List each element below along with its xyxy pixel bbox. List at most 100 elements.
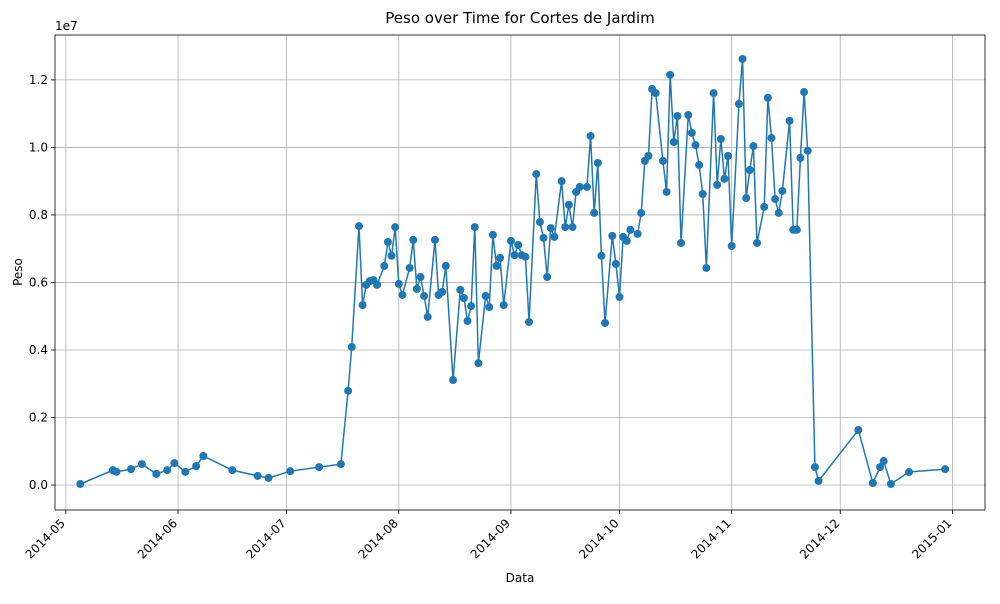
data-point [441, 261, 450, 270]
data-point [666, 70, 675, 79]
data-point [76, 480, 85, 489]
data-point [695, 160, 704, 169]
x-tick-label: 2014-12 [797, 516, 842, 561]
data-point [383, 237, 392, 246]
data-point [347, 342, 356, 351]
data-point [521, 252, 530, 261]
data-point [438, 287, 447, 296]
data-line [80, 58, 946, 486]
data-point [336, 460, 345, 469]
data-point [590, 208, 599, 217]
data-point [412, 284, 421, 293]
data-point [626, 225, 635, 234]
data-point [597, 251, 606, 260]
data-point [622, 236, 631, 245]
data-point [753, 238, 762, 247]
data-point [575, 182, 584, 191]
data-point [713, 180, 722, 189]
x-tick-label: 2014-06 [135, 516, 180, 561]
x-tick-label: 2014-08 [356, 516, 401, 561]
x-tick-label: 2015-01 [909, 516, 954, 561]
data-point [615, 292, 624, 301]
data-point [771, 195, 780, 204]
data-point [539, 233, 548, 242]
data-point [716, 134, 725, 143]
data-point [763, 93, 772, 102]
data-point [550, 232, 559, 241]
data-point [868, 478, 877, 487]
data-point [709, 89, 718, 98]
data-point [264, 473, 273, 482]
data-point [405, 263, 414, 272]
data-point [463, 316, 472, 325]
data-point [702, 263, 711, 272]
y-tick-label: 0.4 [29, 343, 48, 357]
data-point [734, 99, 743, 108]
data-point [767, 133, 776, 142]
data-point [470, 223, 479, 232]
data-point [409, 235, 418, 244]
data-point [488, 230, 497, 239]
data-point [315, 463, 324, 472]
data-point [792, 225, 801, 234]
data-point [380, 261, 389, 270]
data-point [358, 301, 367, 310]
data-point [637, 208, 646, 217]
data-point [387, 251, 396, 260]
data-point [593, 158, 602, 167]
data-point [543, 273, 552, 282]
data-point [344, 386, 353, 395]
data-point [727, 241, 736, 250]
data-point [778, 186, 787, 195]
data-point [941, 465, 950, 474]
data-point [532, 170, 541, 179]
data-point [170, 459, 179, 468]
data-point [391, 223, 400, 232]
data-point [810, 463, 819, 472]
data-point [253, 471, 262, 480]
data-point [449, 376, 458, 385]
x-tick-label: 2014-11 [688, 516, 733, 561]
data-point [510, 251, 519, 260]
data-point [691, 141, 700, 150]
data-point [800, 88, 809, 97]
data-point [456, 285, 465, 294]
data-point [796, 153, 805, 162]
data-point [499, 301, 508, 310]
data-point [126, 465, 135, 474]
data-point [420, 291, 429, 300]
x-tick-label: 2014-05 [23, 516, 68, 561]
y-tick-label: 0.8 [29, 208, 48, 222]
data-point [557, 177, 566, 186]
data-point [394, 279, 403, 288]
data-point [514, 240, 523, 249]
data-point [886, 480, 895, 489]
data-point [749, 142, 758, 151]
data-point [582, 182, 591, 191]
data-point [698, 190, 707, 199]
data-point [228, 466, 237, 475]
y-tick-label: 0.6 [29, 275, 48, 289]
data-point [724, 151, 733, 160]
plot-frame [54, 34, 986, 511]
y-tick-label: 1.2 [29, 73, 48, 87]
data-point [687, 128, 696, 137]
data-point [286, 467, 295, 476]
data-point [803, 146, 812, 155]
y-axis-label: Peso [11, 258, 25, 286]
data-point [430, 235, 439, 244]
data-point [785, 116, 794, 125]
data-point [192, 462, 201, 471]
y-offset-label: 1e7 [55, 19, 78, 33]
data-point [669, 138, 678, 147]
data-point [492, 261, 501, 270]
data-point [373, 280, 382, 289]
data-point [467, 302, 476, 311]
data-point [152, 469, 161, 478]
data-point [506, 236, 515, 245]
data-point [611, 259, 620, 268]
data-point [546, 224, 555, 233]
data-point [745, 166, 754, 175]
data-point [738, 54, 747, 63]
